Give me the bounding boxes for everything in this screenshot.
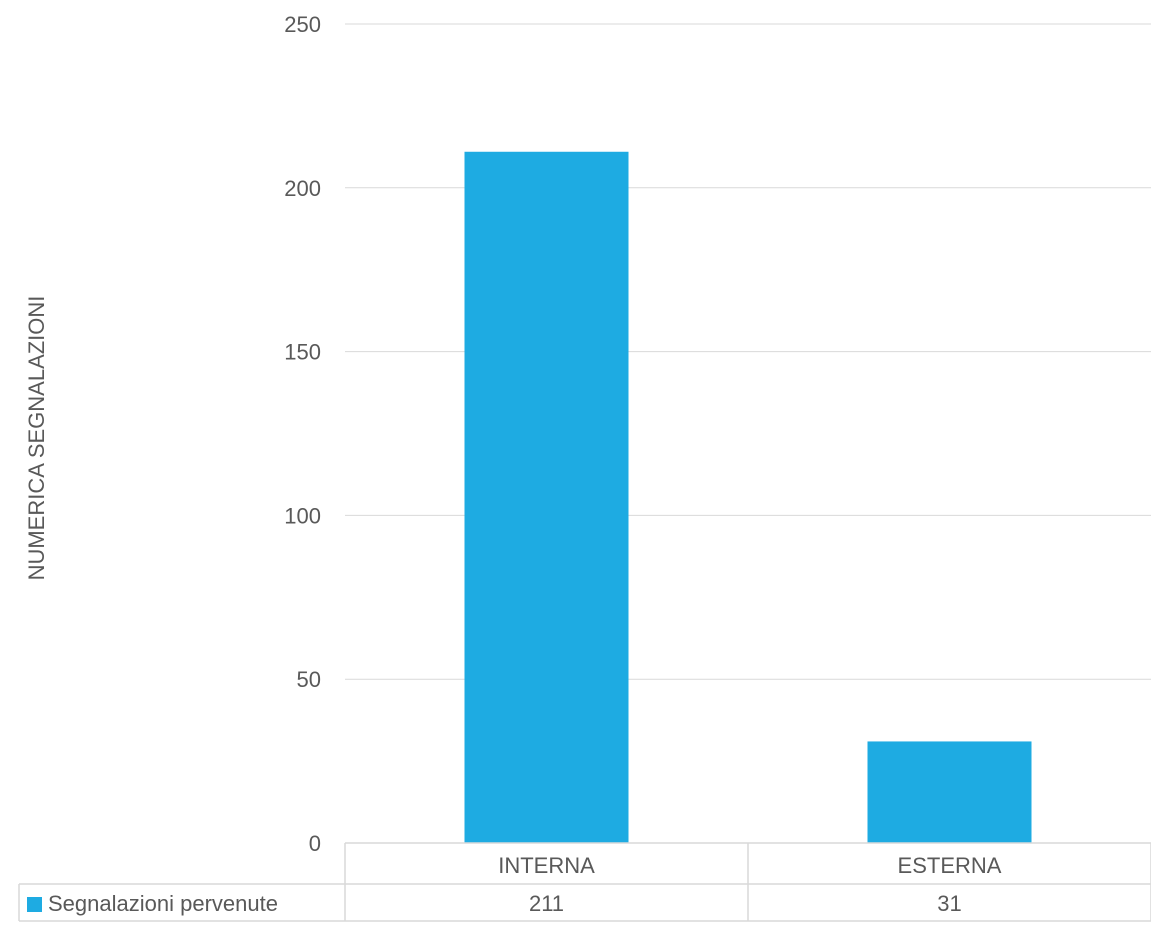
y-axis-label: NUMERICA SEGNALAZIONI <box>24 296 49 581</box>
table-row-label: Segnalazioni pervenute <box>48 891 278 916</box>
data-table: INTERNA ESTERNA Segnalazioni pervenute 211 3… <box>18 842 1151 922</box>
bars <box>464 151 1032 843</box>
table-cell-value: 31 <box>937 891 961 916</box>
legend-swatch <box>27 897 42 912</box>
bar-interna <box>464 151 629 843</box>
y-axis-ticks: 0 50 100 150 200 250 <box>284 12 321 856</box>
bar-esterna <box>867 741 1032 843</box>
y-tick-label: 250 <box>284 12 321 37</box>
y-tick-label: 0 <box>309 831 321 856</box>
y-tick-label: 100 <box>284 503 321 528</box>
x-category-label: ESTERNA <box>898 853 1002 878</box>
y-tick-label: 50 <box>297 667 321 692</box>
y-tick-label: 150 <box>284 340 321 365</box>
x-category-label: INTERNA <box>498 853 595 878</box>
y-tick-label: 200 <box>284 176 321 201</box>
table-cell-value: 211 <box>529 891 564 916</box>
